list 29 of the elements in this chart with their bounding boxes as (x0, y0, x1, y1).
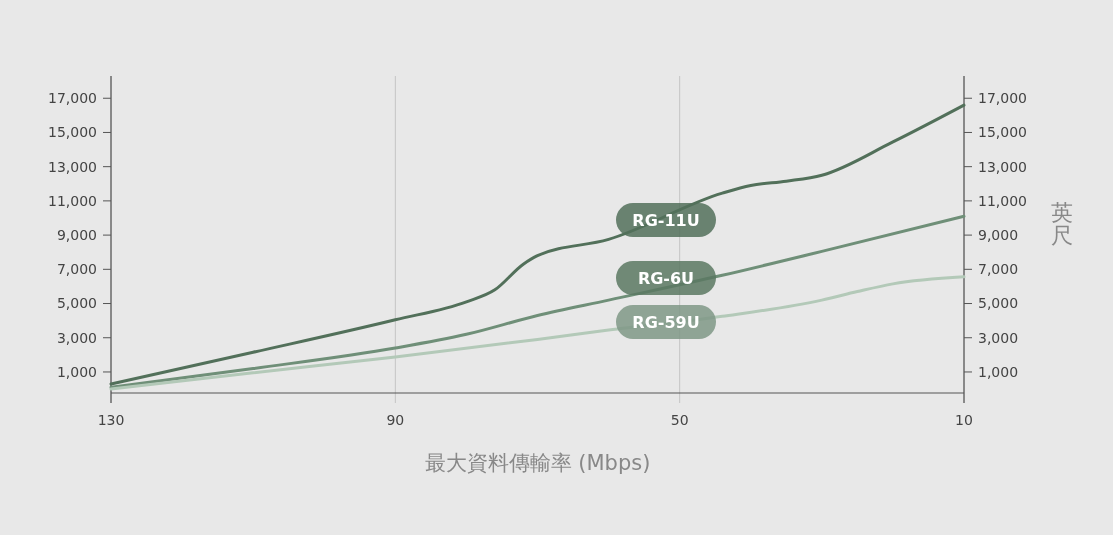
line-series (109, 214, 966, 389)
y2-axis-title: 英尺 (1051, 199, 1073, 248)
y2-tick-label: 1,000 (978, 363, 1019, 380)
x-axis-title: 最大資料傳輸率 (Mbps) (424, 451, 651, 475)
y2-tick-label: 15,000 (978, 124, 1027, 141)
y-tick-label: 7,000 (56, 261, 97, 278)
x-tick-label: 90 (386, 412, 405, 428)
y2-tick-label: 13,000 (978, 158, 1027, 175)
y2-tick-label: 17,000 (978, 90, 1027, 107)
line-series (109, 103, 966, 386)
series-label: RG-11U (632, 210, 700, 230)
y-tick-label: 11,000 (48, 192, 97, 209)
y-tick-label: 13,000 (48, 158, 97, 175)
x-tick-label: 50 (670, 412, 689, 428)
y-tick-label: 5,000 (56, 295, 97, 312)
y-tick-label: 15,000 (48, 124, 97, 141)
y2-tick-label: 9,000 (978, 227, 1019, 243)
series-label: RG-6U (637, 268, 695, 288)
x-tick-label: 130 (97, 412, 125, 428)
y2-tick-label: 5,000 (978, 295, 1019, 312)
y2-tick-label: 7,000 (978, 261, 1019, 278)
y-tick-label: 1,000 (56, 363, 97, 380)
y-tick-label: 9,000 (56, 227, 97, 243)
y-tick-label: 3,000 (56, 329, 97, 346)
y2-tick-label: 11,000 (978, 192, 1027, 209)
y2-tick-label: 3,000 (978, 329, 1019, 346)
y-tick-label: 17,000 (48, 90, 97, 107)
x-tick-label: 10 (955, 412, 973, 428)
series-label: RG-59U (632, 312, 700, 332)
